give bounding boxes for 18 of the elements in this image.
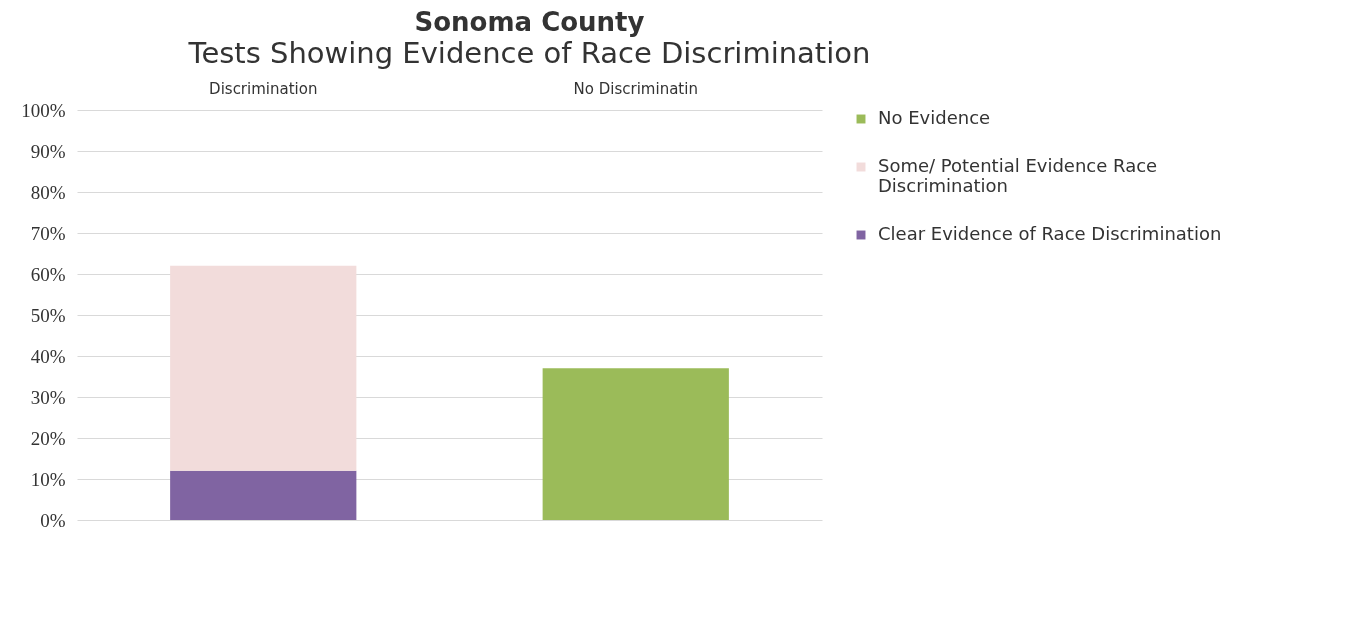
y-tick-label: 100%	[21, 99, 66, 121]
x-tick-label: Discrimination	[209, 79, 318, 98]
legend-label: Clear Evidence of Race Discrimination	[878, 223, 1222, 244]
chart-subtitle: Tests Showing Evidence of Race Discrimination	[187, 36, 871, 70]
y-tick-label: 50%	[30, 304, 66, 326]
y-tick-label: 40%	[30, 345, 66, 367]
x-tick-label: No Discriminatin	[573, 79, 698, 98]
legend-label: Some/ Potential Evidence Race Discrimination	[878, 155, 1158, 196]
y-tick-label: 90%	[30, 140, 66, 162]
y-tick-label: 80%	[30, 181, 66, 203]
y-tick-label: 10%	[30, 468, 66, 490]
legend-label: No Evidence	[878, 107, 991, 128]
y-tick-label: 0%	[40, 509, 66, 531]
chart-title: Sonoma County	[414, 7, 645, 37]
y-tick-label: 60%	[30, 263, 66, 285]
y-tick-label: 30%	[30, 386, 66, 408]
y-tick-label: 20%	[30, 427, 66, 449]
y-tick-label: 70%	[30, 222, 66, 244]
